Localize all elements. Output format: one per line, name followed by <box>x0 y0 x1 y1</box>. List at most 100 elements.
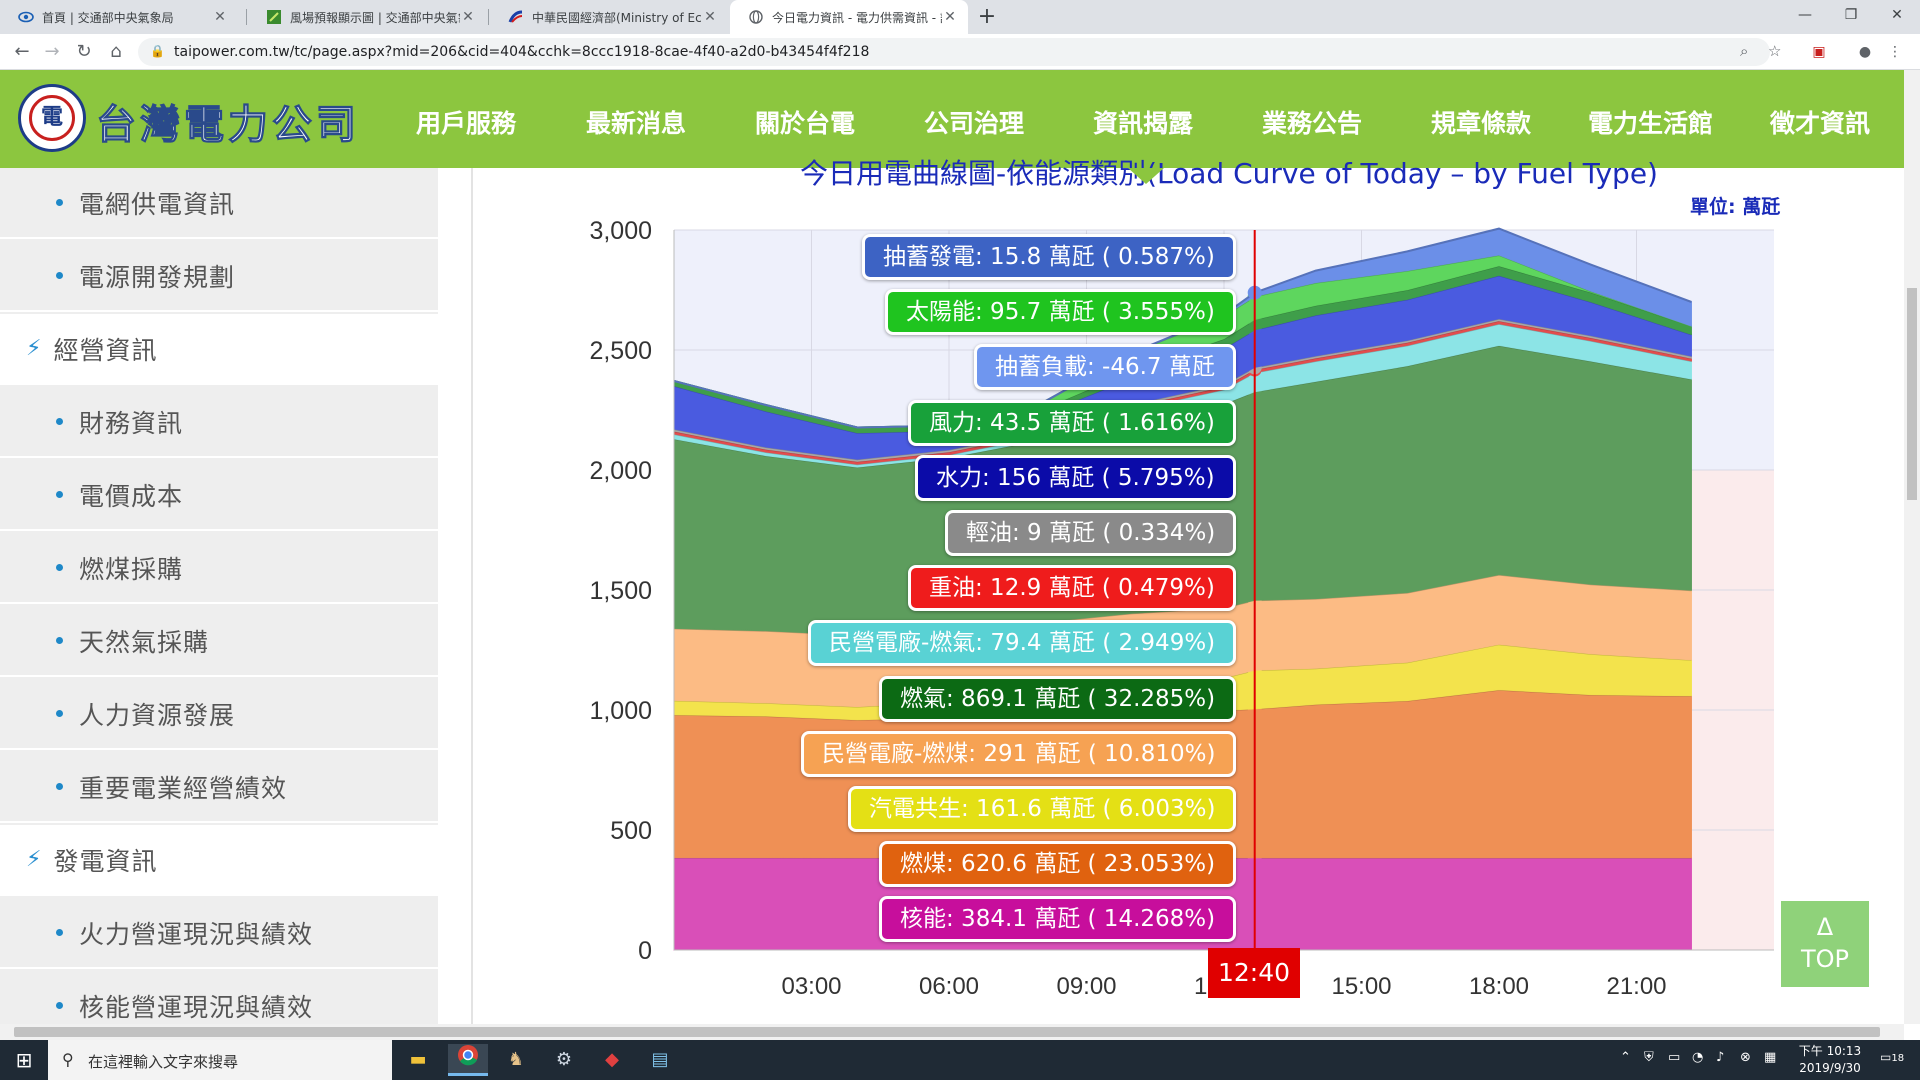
tab-title: 中華民國經濟部(Ministry of Econ <box>532 10 702 25</box>
sidebar-item-kpi[interactable]: 重要電業經營績效 <box>0 752 438 823</box>
sidebar-item-label: 燃煤採購 <box>79 554 184 584</box>
nav-news[interactable]: 最新消息 <box>586 109 687 138</box>
app-deer-icon[interactable]: ♞ <box>507 1049 525 1070</box>
tab-title: 風場預報顯示圖 | 交通部中央氣象 <box>290 10 460 25</box>
browser-tab-active[interactable]: 今日電力資訊 - 電力供需資訊 - 記 ✕ <box>730 0 968 34</box>
tooltip-row: 燃氣: 869.1 萬瓩 ( 32.285%) <box>879 675 1237 722</box>
sidebar-item-label: 重要電業經營績效 <box>79 773 288 803</box>
horizontal-scroll-thumb[interactable] <box>14 1027 1880 1037</box>
back-arrow-icon[interactable]: ← <box>14 41 30 62</box>
bullet-icon <box>56 929 63 936</box>
browser-tab[interactable]: 首頁 | 交通部中央氣象局 ✕ <box>0 0 238 34</box>
extension-icon[interactable]: ▣ <box>1812 44 1826 60</box>
current-time-badge: 12:40 <box>1208 948 1300 998</box>
tooltip-row: 水力: 156 萬瓩 ( 5.795%) <box>915 454 1236 501</box>
notification-center-icon[interactable]: ▭18 <box>1880 1050 1905 1064</box>
close-tab-icon[interactable]: ✕ <box>944 9 956 25</box>
tray-close-icon[interactable]: ⊗ <box>1740 1050 1751 1065</box>
sidebar-item-label: 核能營運現況與績效 <box>79 992 314 1022</box>
chart-unit-label: 單位: 萬瓩 <box>1690 196 1781 218</box>
close-tab-icon[interactable]: ✕ <box>214 9 226 25</box>
y-tick-label: 0 <box>638 937 652 965</box>
forward-arrow-icon[interactable]: → <box>44 41 60 62</box>
sidebar-section-generation[interactable]: ⚡ 發電資訊 <box>0 825 438 896</box>
menu-kebab-icon[interactable]: ⋮ <box>1888 44 1902 60</box>
sidebar-item-hr[interactable]: 人力資源發展 <box>0 679 438 750</box>
windows-start-icon[interactable]: ⊞ <box>15 1048 33 1072</box>
sidebar-item-tariff-cost[interactable]: 電價成本 <box>0 460 438 531</box>
vertical-scrollbar[interactable] <box>1904 70 1920 1024</box>
browser-tab[interactable]: 風場預報顯示圖 | 交通部中央氣象 ✕ <box>248 0 486 34</box>
sidebar-item-coal-procurement[interactable]: 燃煤採購 <box>0 533 438 604</box>
close-tab-icon[interactable]: ✕ <box>704 9 716 25</box>
tab-divider <box>246 9 247 25</box>
sidebar-item-thermal[interactable]: 火力營運現況與績效 <box>0 898 438 969</box>
y-tick-label: 2,500 <box>589 337 652 365</box>
taipower-logo-icon[interactable]: 電 <box>18 84 86 152</box>
sidebar-item-label: 經營資訊 <box>53 335 158 365</box>
close-window-button[interactable]: ✕ <box>1891 7 1903 23</box>
url-text[interactable]: taipower.com.tw/tc/page.aspx?mid=206&cid… <box>174 44 870 60</box>
new-tab-button[interactable]: + <box>977 4 997 29</box>
vertical-scroll-thumb[interactable] <box>1907 288 1917 500</box>
app-gear-icon[interactable]: ⚙ <box>555 1049 573 1070</box>
tray-shield-icon[interactable]: ⛨ <box>1644 1050 1654 1065</box>
sidebar-item-label: 火力營運現況與績效 <box>79 919 314 949</box>
zoom-icon[interactable]: ⌕ <box>1740 42 1749 60</box>
bookmark-star-icon[interactable]: ☆ <box>1768 42 1782 60</box>
lightning-bolt-icon: ⚡ <box>26 336 42 361</box>
moea-icon <box>508 9 524 25</box>
horizontal-scrollbar[interactable] <box>0 1024 1904 1040</box>
nav-disclosure[interactable]: 資訊揭露 <box>1093 109 1194 138</box>
bullet-icon <box>56 199 63 206</box>
bullet-icon <box>56 637 63 644</box>
bullet-icon <box>56 418 63 425</box>
tooltip-row: 汽電共生: 161.6 萬瓩 ( 6.003%) <box>848 786 1237 832</box>
nav-careers[interactable]: 徵才資訊 <box>1770 109 1871 138</box>
eye-icon <box>18 9 34 25</box>
sidebar-item-grid-supply[interactable]: 電網供電資訊 <box>0 168 438 239</box>
nav-user-services[interactable]: 用戶服務 <box>416 109 517 138</box>
tooltip-row: 抽蓄負載: -46.7 萬瓩 <box>974 344 1236 391</box>
sidebar-item-nuclear[interactable]: 核能營運現況與績效 <box>0 971 438 1024</box>
tooltip-row: 燃煤: 620.6 萬瓩 ( 23.053%) <box>879 841 1237 888</box>
sidebar-item-finance[interactable]: 財務資訊 <box>0 387 438 458</box>
tray-keyboard-icon[interactable]: ▦ <box>1764 1050 1777 1065</box>
app-red-icon[interactable]: ◆ <box>605 1049 619 1070</box>
sidebar-item-power-planning[interactable]: 電源開發規劃 <box>0 241 438 312</box>
tray-battery-icon[interactable]: ▭ <box>1668 1050 1681 1065</box>
sidebar-item-gas-procurement[interactable]: 天然氣採購 <box>0 606 438 677</box>
tray-wifi-icon[interactable]: ◔ <box>1692 1050 1704 1065</box>
x-tick-label: 03:00 <box>781 973 841 1000</box>
top-button-label: TOP <box>1800 945 1850 973</box>
home-icon[interactable]: ⌂ <box>110 41 122 62</box>
taskbar-clock[interactable]: 下午 10:13 2019/9/30 <box>1790 1043 1870 1077</box>
app-notepad-icon[interactable]: ▤ <box>651 1049 669 1070</box>
tray-chevron-icon[interactable]: ⌃ <box>1620 1050 1631 1065</box>
back-to-top-button[interactable]: Δ TOP <box>1781 901 1869 987</box>
profile-icon[interactable]: ● <box>1858 44 1872 60</box>
nav-governance[interactable]: 公司治理 <box>924 109 1025 138</box>
sidebar-section-operations[interactable]: ⚡ 經營資訊 <box>0 314 438 385</box>
tray-volume-icon[interactable]: ♪ <box>1716 1050 1725 1065</box>
minimize-button[interactable]: — <box>1798 7 1812 23</box>
taskbar-search[interactable]: ⚲ 在這裡輸入文字來搜尋 <box>48 1040 392 1080</box>
site-logo-text[interactable]: 台灣電力公司 <box>96 101 360 149</box>
up-triangle-icon: Δ <box>1816 913 1834 941</box>
reload-icon[interactable]: ↻ <box>76 41 92 62</box>
omnibox[interactable]: 🔒 taipower.com.tw/tc/page.aspx?mid=206&c… <box>138 38 1770 66</box>
tooltip-row: 抽蓄發電: 15.8 萬瓩 ( 0.587%) <box>862 234 1236 280</box>
bullet-icon <box>56 564 63 571</box>
tooltip-row: 民營電廠-燃煤: 291 萬瓩 ( 10.810%) <box>801 730 1237 777</box>
chrome-icon[interactable] <box>448 1044 488 1076</box>
browser-tab-strip: 首頁 | 交通部中央氣象局 ✕ 風場預報顯示圖 | 交通部中央氣象 ✕ 中華民國… <box>0 0 1920 34</box>
restore-button[interactable]: ❐ <box>1844 7 1858 23</box>
nav-about[interactable]: 關於台電 <box>755 109 856 138</box>
browser-tab[interactable]: 中華民國經濟部(Ministry of Econ ✕ <box>490 0 728 34</box>
nav-regulations[interactable]: 規章條款 <box>1431 109 1532 138</box>
nav-power-life[interactable]: 電力生活館 <box>1588 109 1714 138</box>
nav-announcements[interactable]: 業務公告 <box>1262 109 1363 138</box>
file-explorer-icon[interactable]: ▬ <box>409 1049 427 1070</box>
close-tab-icon[interactable]: ✕ <box>462 9 474 25</box>
tab-title: 首頁 | 交通部中央氣象局 <box>42 10 174 25</box>
